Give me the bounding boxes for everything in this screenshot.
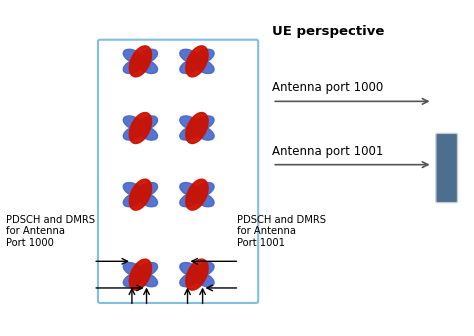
Text: UE perspective: UE perspective xyxy=(273,25,385,38)
Ellipse shape xyxy=(186,259,208,290)
Ellipse shape xyxy=(194,273,214,287)
Text: Antenna port 1000: Antenna port 1000 xyxy=(273,81,383,94)
Ellipse shape xyxy=(129,179,152,210)
Ellipse shape xyxy=(180,126,200,140)
Ellipse shape xyxy=(180,182,200,196)
Ellipse shape xyxy=(123,116,143,130)
Ellipse shape xyxy=(180,273,200,287)
Ellipse shape xyxy=(123,49,143,63)
Ellipse shape xyxy=(180,262,200,276)
Ellipse shape xyxy=(186,46,208,77)
Ellipse shape xyxy=(138,182,157,196)
Ellipse shape xyxy=(129,259,152,290)
Ellipse shape xyxy=(194,182,214,196)
Ellipse shape xyxy=(123,126,143,140)
Ellipse shape xyxy=(186,179,208,210)
Text: PDSCH and DMRS
for Antenna
Port 1001: PDSCH and DMRS for Antenna Port 1001 xyxy=(237,215,326,248)
Ellipse shape xyxy=(194,49,214,63)
Ellipse shape xyxy=(194,126,214,140)
FancyBboxPatch shape xyxy=(436,133,457,203)
Ellipse shape xyxy=(138,193,157,207)
Ellipse shape xyxy=(180,49,200,63)
Ellipse shape xyxy=(123,182,143,196)
Ellipse shape xyxy=(123,273,143,287)
Ellipse shape xyxy=(138,126,157,140)
Text: PDSCH and DMRS
for Antenna
Port 1000: PDSCH and DMRS for Antenna Port 1000 xyxy=(6,215,95,248)
Ellipse shape xyxy=(123,193,143,207)
Ellipse shape xyxy=(194,60,214,74)
Ellipse shape xyxy=(194,116,214,130)
Ellipse shape xyxy=(180,60,200,74)
Ellipse shape xyxy=(129,113,152,143)
Ellipse shape xyxy=(138,262,157,276)
Ellipse shape xyxy=(186,113,208,143)
Ellipse shape xyxy=(129,46,152,77)
Ellipse shape xyxy=(138,60,157,74)
Ellipse shape xyxy=(138,49,157,63)
Ellipse shape xyxy=(123,262,143,276)
Ellipse shape xyxy=(194,262,214,276)
Ellipse shape xyxy=(180,116,200,130)
Ellipse shape xyxy=(138,273,157,287)
FancyBboxPatch shape xyxy=(98,40,258,303)
Text: Antenna port 1001: Antenna port 1001 xyxy=(273,145,384,158)
Ellipse shape xyxy=(123,60,143,74)
Ellipse shape xyxy=(138,116,157,130)
Ellipse shape xyxy=(194,193,214,207)
Ellipse shape xyxy=(180,193,200,207)
